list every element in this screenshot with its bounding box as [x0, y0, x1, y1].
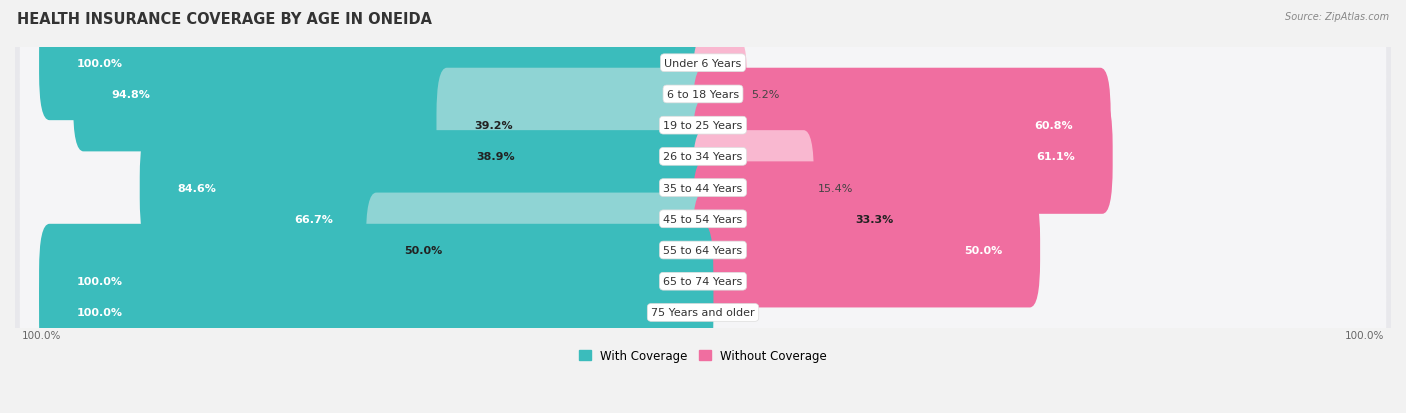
FancyBboxPatch shape — [39, 255, 713, 370]
Text: 75 Years and older: 75 Years and older — [651, 308, 755, 318]
Text: 50.0%: 50.0% — [965, 245, 1002, 255]
FancyBboxPatch shape — [20, 88, 1386, 226]
FancyBboxPatch shape — [39, 224, 713, 339]
Text: Under 6 Years: Under 6 Years — [665, 59, 741, 69]
FancyBboxPatch shape — [693, 38, 748, 152]
FancyBboxPatch shape — [20, 212, 1386, 351]
Text: 60.8%: 60.8% — [1035, 121, 1073, 131]
FancyBboxPatch shape — [693, 162, 931, 277]
Text: 84.6%: 84.6% — [177, 183, 217, 193]
Text: 100.0%: 100.0% — [77, 59, 122, 69]
Text: 61.1%: 61.1% — [1036, 152, 1074, 162]
Text: 26 to 34 Years: 26 to 34 Years — [664, 152, 742, 162]
Legend: With Coverage, Without Coverage: With Coverage, Without Coverage — [574, 345, 832, 367]
FancyBboxPatch shape — [20, 150, 1386, 288]
FancyBboxPatch shape — [11, 81, 1395, 233]
Text: 39.2%: 39.2% — [474, 121, 513, 131]
FancyBboxPatch shape — [11, 206, 1395, 358]
FancyBboxPatch shape — [257, 162, 713, 277]
Text: 65 to 74 Years: 65 to 74 Years — [664, 277, 742, 287]
FancyBboxPatch shape — [11, 19, 1395, 171]
Text: 33.3%: 33.3% — [855, 214, 893, 224]
Text: 38.9%: 38.9% — [477, 152, 515, 162]
FancyBboxPatch shape — [11, 50, 1395, 202]
FancyBboxPatch shape — [11, 237, 1395, 389]
Text: 19 to 25 Years: 19 to 25 Years — [664, 121, 742, 131]
Text: 15.4%: 15.4% — [817, 183, 853, 193]
FancyBboxPatch shape — [693, 131, 814, 245]
Text: 50.0%: 50.0% — [404, 245, 441, 255]
FancyBboxPatch shape — [139, 131, 713, 245]
FancyBboxPatch shape — [366, 193, 713, 308]
FancyBboxPatch shape — [20, 244, 1386, 382]
FancyBboxPatch shape — [39, 6, 713, 121]
FancyBboxPatch shape — [439, 100, 713, 214]
Text: 35 to 44 Years: 35 to 44 Years — [664, 183, 742, 193]
FancyBboxPatch shape — [20, 181, 1386, 320]
Text: 66.7%: 66.7% — [295, 214, 333, 224]
FancyBboxPatch shape — [693, 69, 1111, 183]
FancyBboxPatch shape — [20, 57, 1386, 195]
FancyBboxPatch shape — [11, 0, 1395, 140]
Text: Source: ZipAtlas.com: Source: ZipAtlas.com — [1285, 12, 1389, 22]
FancyBboxPatch shape — [20, 119, 1386, 257]
FancyBboxPatch shape — [436, 69, 713, 183]
FancyBboxPatch shape — [11, 112, 1395, 264]
Text: 6 to 18 Years: 6 to 18 Years — [666, 90, 740, 100]
Text: 45 to 54 Years: 45 to 54 Years — [664, 214, 742, 224]
FancyBboxPatch shape — [693, 193, 1040, 308]
FancyBboxPatch shape — [20, 26, 1386, 164]
Text: 55 to 64 Years: 55 to 64 Years — [664, 245, 742, 255]
FancyBboxPatch shape — [20, 0, 1386, 133]
Text: HEALTH INSURANCE COVERAGE BY AGE IN ONEIDA: HEALTH INSURANCE COVERAGE BY AGE IN ONEI… — [17, 12, 432, 27]
Text: 100.0%: 100.0% — [77, 277, 122, 287]
Text: 94.8%: 94.8% — [111, 90, 150, 100]
Text: 100.0%: 100.0% — [22, 330, 62, 340]
Text: 100.0%: 100.0% — [1344, 330, 1384, 340]
FancyBboxPatch shape — [73, 38, 713, 152]
FancyBboxPatch shape — [11, 174, 1395, 326]
Text: 5.2%: 5.2% — [751, 90, 779, 100]
FancyBboxPatch shape — [693, 100, 1112, 214]
FancyBboxPatch shape — [11, 143, 1395, 295]
Text: 100.0%: 100.0% — [77, 308, 122, 318]
